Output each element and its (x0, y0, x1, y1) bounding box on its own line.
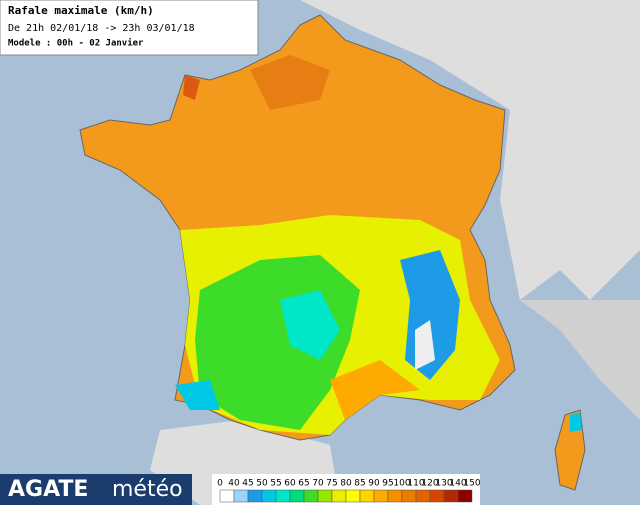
legend-tick-label: 150 (463, 479, 480, 489)
legend-tick-label: 80 (340, 479, 352, 489)
corsica-cap (570, 412, 582, 432)
legend-tick-label: 60 (284, 479, 296, 489)
cotentin-zone (183, 75, 200, 100)
legend-tick-label: 75 (326, 479, 337, 489)
legend-tick-label: 55 (270, 479, 281, 489)
legend-tick-label: 50 (256, 479, 268, 489)
title-box (0, 0, 259, 56)
legend-swatch (233, 489, 249, 503)
legend-tick-label: 110 (407, 479, 424, 489)
legend-tick-label: 90 (368, 479, 380, 489)
legend-tick-label: 120 (421, 479, 438, 489)
legend-swatch (359, 489, 375, 503)
legend-swatch (429, 489, 445, 503)
legend-swatch (275, 489, 291, 503)
logo-box (0, 474, 192, 505)
legend-tick-label: 65 (298, 479, 309, 489)
cyan-zone (280, 290, 340, 360)
logo-brand: AGATE (8, 477, 88, 502)
legend-swatch (443, 489, 459, 503)
legend-swatch (219, 489, 235, 503)
legend-swatch (345, 489, 361, 503)
legend-tick-label: 140 (449, 479, 466, 489)
logo-suffix: météo (112, 477, 183, 502)
legend-tick-label: 130 (435, 479, 452, 489)
legend-tick-label: 85 (354, 479, 365, 489)
legend-swatch (247, 489, 263, 503)
landes-zone (175, 380, 220, 410)
legend-swatch (303, 489, 319, 503)
legend-tick-label: 0 (217, 479, 223, 489)
legend-swatch (317, 489, 333, 503)
alps-white-zone (415, 320, 435, 370)
legend-swatch (373, 489, 389, 503)
legend: 0 40 45 50 55 60 65 70 75 80 85 90 95 100110120130140… (212, 474, 481, 505)
legend-swatch (289, 489, 305, 503)
model: Modele : 00h - 02 Janvier (8, 38, 144, 49)
legend-tick-label: 95 (382, 479, 393, 489)
period: De 21h 02/01/18 -> 23h 03/01/18 (8, 23, 195, 34)
legend-swatch (401, 489, 417, 503)
neighbour-land (0, 0, 640, 300)
italy (520, 300, 640, 420)
legend-swatch (415, 489, 431, 503)
south-orange-zone (330, 360, 420, 420)
legend-swatch (457, 489, 473, 503)
legend-tick-label: 40 (228, 479, 240, 489)
north-zone (250, 55, 330, 110)
legend-tick-label: 70 (312, 479, 324, 489)
legend-tick-label: 45 (242, 479, 253, 489)
legend-swatch (387, 489, 403, 503)
title: Rafale maximale (km/h) (8, 4, 154, 17)
legend-swatch (331, 489, 347, 503)
legend-swatch (261, 489, 277, 503)
legend-tick-label: 100 (393, 479, 410, 489)
